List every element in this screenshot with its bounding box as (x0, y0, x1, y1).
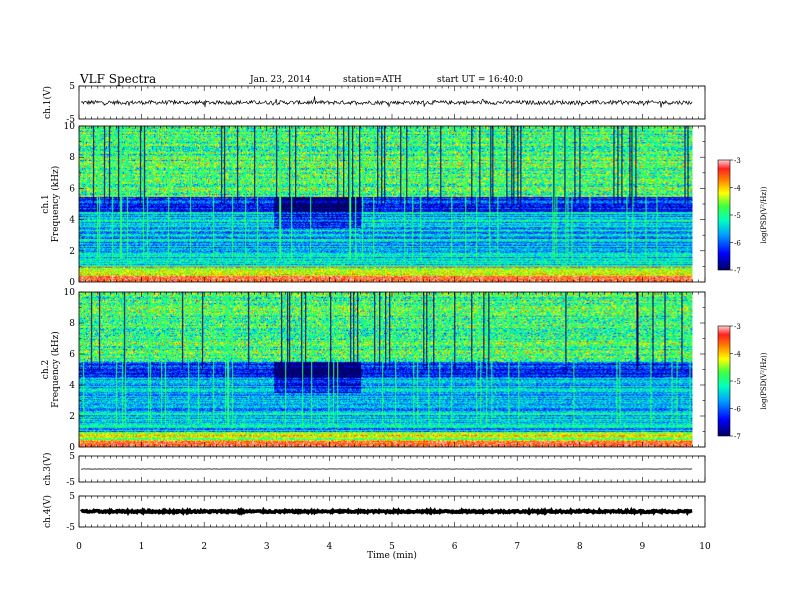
ytick-label: 5 (69, 492, 75, 502)
xtick-label: 0 (76, 542, 82, 552)
ytick-label: 2 (69, 247, 75, 257)
ytick-label: 8 (69, 153, 75, 163)
colorbar-tick: -3 (734, 323, 741, 331)
xaxis-label: Time (min) (367, 550, 417, 561)
colorbar-label: log(PSD(V²/Hz)) (760, 352, 768, 409)
colorbar (717, 325, 731, 437)
xtick-label: 3 (264, 542, 270, 552)
xtick-label: 9 (640, 542, 646, 552)
start-time-label: start UT = 16:40:0 (437, 75, 523, 85)
panel-label: ch.1 (41, 194, 51, 213)
ytick-label: -5 (66, 478, 75, 488)
xtick-label: 1 (139, 542, 145, 552)
timeseries-ch1: 5 -5 ch.1(V) (42, 82, 706, 125)
panel-label: ch.1(V) (42, 86, 53, 119)
ytick-label: 6 (69, 350, 75, 360)
ytick-label: 0 (69, 278, 75, 288)
signal-trace (79, 506, 693, 517)
ytick-label: 5 (69, 452, 75, 462)
timeseries-ch4: 5 -5 ch.4(V) (42, 492, 706, 533)
signal-trace (80, 96, 693, 108)
date-label: Jan. 23, 2014 (250, 75, 311, 85)
panel-label: ch.2 (41, 360, 51, 379)
xtick-label: 10 (699, 542, 711, 552)
colorbar-tick: -6 (734, 240, 741, 248)
ytick-label: 4 (69, 216, 75, 226)
xtick-label: 7 (514, 542, 520, 552)
panel-label: ch.3(V) (42, 453, 53, 486)
x-axis: 0 1 2 3 4 5 6 7 8 9 10 Time (min) (76, 542, 711, 561)
ytick-label: 4 (69, 381, 75, 391)
xtick-label: 6 (452, 542, 458, 552)
colorbar (717, 159, 731, 271)
ytick-label: 10 (64, 288, 76, 298)
station-label: station=ATH (343, 75, 402, 85)
spectrogram-image (79, 292, 693, 447)
ytick-label: -5 (66, 115, 75, 125)
colorbar-tick: -5 (734, 378, 741, 386)
colorbar-label: log(PSD(V²/Hz)) (760, 186, 768, 243)
xtick-label: 4 (327, 542, 333, 552)
xtick-label: 8 (577, 542, 583, 552)
colorbar-tick: -4 (734, 351, 741, 359)
panel-label: ch.4(V) (42, 495, 53, 528)
colorbar-tick: -7 (734, 267, 741, 275)
ytick-label: 6 (69, 184, 75, 194)
colorbar-tick: -3 (734, 157, 741, 165)
xtick-label: 2 (201, 542, 207, 552)
chart-title: VLF Spectra (80, 72, 157, 86)
yaxis-label: Frequency (kHz) (50, 331, 61, 408)
yaxis-label: Frequency (kHz) (50, 166, 61, 243)
timeseries-ch3: 5 -5 ch.3(V) (42, 452, 706, 488)
colorbar-tick: -4 (734, 185, 741, 193)
ytick-label: 5 (69, 82, 75, 92)
ytick-label: 2 (69, 412, 75, 422)
colorbar-tick: -7 (734, 433, 741, 441)
spectrogram-ch2-spectrogram: 0 2 4 6 8 10 ch.2 Frequency (kHz) -3 -4 -5 -6 -7 log(… (41, 288, 768, 453)
ytick-label: 10 (64, 122, 76, 132)
xtick-label: 5 (389, 542, 395, 552)
colorbar-tick: -5 (734, 212, 741, 220)
ytick-label: 0 (69, 443, 75, 453)
spectrogram-ch1-spectrogram: 0 2 4 6 8 10 ch.1 Frequency (kHz) -3 -4 -5 -6 -7 log(… (41, 122, 768, 288)
spectrogram-image (79, 126, 693, 282)
colorbar-tick: -6 (734, 406, 741, 414)
ytick-label: -5 (66, 523, 75, 533)
ytick-label: 8 (69, 319, 75, 329)
